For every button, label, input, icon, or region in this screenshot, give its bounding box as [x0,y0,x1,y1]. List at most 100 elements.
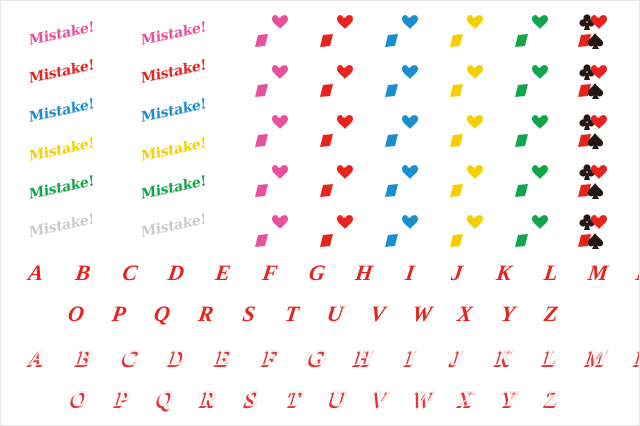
diamond-icon [578,234,591,247]
letter-sticker-solid: K [494,260,514,285]
letter-sticker-shadow: S [244,386,260,411]
heart-icon [272,165,288,179]
diamond-icon [320,84,333,97]
letter-sticker-shadow: B [75,345,94,370]
heart-icon [272,215,288,229]
heart-icon [591,65,607,79]
letter-sticker-solid: J [450,260,465,285]
spade-icon [587,83,604,99]
heart-icon [272,115,288,129]
diamond-icon [450,34,463,47]
letter-sticker-solid: B [73,260,92,285]
letter-sticker-solid: G [307,260,327,285]
letter-sticker-shadow: Z [544,386,562,411]
letter-sticker-solid: P [110,301,128,326]
diamond-icon [385,34,398,47]
spade-icon [587,33,604,49]
heart-icon [532,165,548,179]
diamond-icon [320,184,333,197]
letter-sticker-solid: E [214,260,233,285]
letter-sticker-shadow: A [28,345,48,370]
mistake-sticker: Mistake! [140,211,207,242]
heart-icon [591,165,607,179]
suit-sticker-heart-diamond [444,164,494,200]
mistake-sticker: Mistake! [140,19,207,50]
suit-sticker-heart-diamond [379,14,429,50]
heart-icon [467,15,483,29]
suit-sticker-heart-diamond [249,214,299,250]
letter-sticker-shadow: F [261,345,281,370]
diamond-icon [515,34,528,47]
letter-sticker-solid: Y [499,301,517,326]
suit-sticker-heart-diamond [444,214,494,250]
letter-sticker-solid: U [325,301,345,326]
heart-icon [337,165,353,179]
mistake-sticker: Mistake! [140,57,207,88]
letter-sticker-solid: A [26,260,46,285]
suit-sticker-mixed [575,14,625,50]
letter-sticker-solid: Z [542,301,560,326]
heart-icon [532,15,548,29]
diamond-icon [578,84,591,97]
letter-sticker-solid: N [634,260,640,285]
suit-sticker-heart-diamond [444,14,494,50]
diamond-icon [578,34,591,47]
suit-sticker-heart-diamond [509,164,559,200]
heart-icon [402,115,418,129]
suit-sticker-mixed [575,64,625,100]
diamond-icon [450,184,463,197]
suit-sticker-heart-diamond [509,14,559,50]
diamond-icon [320,134,333,147]
diamond-icon [385,134,398,147]
letter-sticker-solid: H [353,260,374,285]
heart-icon [467,65,483,79]
letter-sticker-solid: S [240,301,257,326]
diamond-icon [578,134,591,147]
letter-sticker-solid: F [260,260,280,285]
letter-sticker-shadow: N [634,345,640,370]
diamond-icon [385,84,398,97]
mistake-sticker: Mistake! [28,57,95,88]
heart-icon [467,115,483,129]
suit-sticker-heart-diamond [314,164,364,200]
letter-sticker-solid: W [410,301,434,326]
suit-sticker-heart-diamond [379,114,429,150]
diamond-icon [450,134,463,147]
letter-sticker-solid: X [455,301,474,326]
mistake-sticker: Mistake! [140,173,207,204]
heart-icon [467,165,483,179]
suit-sticker-heart-diamond [509,64,559,100]
suit-sticker-heart-diamond [249,164,299,200]
mistake-sticker: Mistake! [28,135,95,166]
spade-icon [587,183,604,199]
letter-sticker-solid: L [542,260,560,285]
heart-icon [402,165,418,179]
letter-sticker-solid: C [120,260,139,285]
suit-sticker-heart-diamond [379,214,429,250]
letter-sticker-shadow: P [114,386,132,411]
diamond-icon [320,34,333,47]
mistake-sticker: Mistake! [28,19,95,50]
suit-sticker-heart-diamond [444,114,494,150]
heart-icon [402,65,418,79]
letter-sticker-shadow: X [457,386,477,411]
heart-icon [337,65,353,79]
heart-icon [532,65,548,79]
mistake-sticker: Mistake! [28,96,95,127]
spade-icon [587,233,604,249]
letter-sticker-solid: D [166,260,187,285]
letter-sticker-shadow: I [404,345,417,370]
diamond-icon [450,84,463,97]
letter-sticker-shadow: R [199,386,219,411]
letter-sticker-solid: M [586,260,610,285]
diamond-icon [255,234,268,247]
letter-sticker-solid: V [369,301,388,326]
heart-icon [337,215,353,229]
letter-sticker-solid: R [196,301,215,326]
letter-sticker-shadow: M [585,345,609,370]
suit-sticker-heart-diamond [379,164,429,200]
diamond-icon [385,184,398,197]
suit-sticker-heart-diamond [314,14,364,50]
letter-sticker-shadow: W [412,386,436,411]
suit-sticker-heart-diamond [509,114,559,150]
